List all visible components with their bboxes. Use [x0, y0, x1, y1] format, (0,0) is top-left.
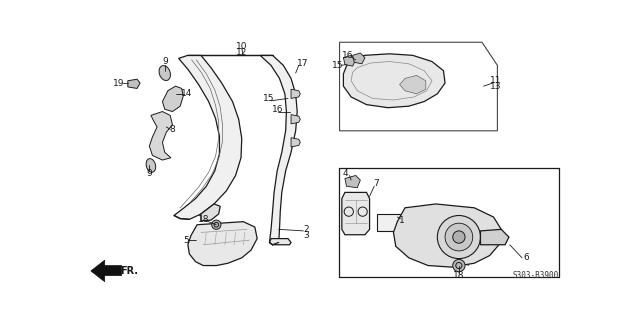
Circle shape [437, 215, 481, 259]
Text: 16: 16 [272, 105, 284, 114]
Text: 1: 1 [399, 216, 404, 225]
Polygon shape [344, 54, 445, 108]
Polygon shape [269, 239, 291, 245]
Text: 10: 10 [236, 42, 248, 51]
Text: 18: 18 [453, 271, 465, 280]
Text: 13: 13 [490, 83, 502, 92]
Text: 15: 15 [332, 61, 343, 70]
Polygon shape [260, 55, 297, 245]
Text: 12: 12 [236, 48, 248, 57]
Polygon shape [91, 260, 122, 282]
Polygon shape [201, 204, 220, 221]
Ellipse shape [159, 66, 170, 81]
Polygon shape [128, 79, 140, 88]
Text: FR.: FR. [120, 266, 138, 276]
Text: -: - [467, 262, 469, 268]
Text: 14: 14 [180, 89, 192, 98]
Text: 16: 16 [342, 51, 353, 60]
Text: 4: 4 [342, 169, 348, 178]
FancyBboxPatch shape [378, 214, 401, 231]
Polygon shape [394, 204, 501, 267]
Circle shape [212, 220, 221, 229]
Polygon shape [345, 175, 360, 188]
Polygon shape [188, 222, 257, 266]
Circle shape [452, 231, 465, 243]
Text: 9: 9 [162, 57, 168, 66]
Text: 19: 19 [113, 78, 124, 88]
Polygon shape [353, 53, 365, 64]
Text: 15: 15 [263, 94, 275, 103]
Text: 2: 2 [303, 225, 309, 234]
Text: 17: 17 [297, 59, 308, 68]
Text: 6: 6 [524, 253, 529, 262]
Polygon shape [399, 75, 426, 94]
Text: 3: 3 [303, 231, 309, 240]
Polygon shape [344, 55, 356, 66]
Ellipse shape [146, 159, 156, 172]
Polygon shape [149, 112, 172, 160]
Circle shape [445, 223, 473, 251]
Text: 11: 11 [490, 76, 502, 85]
Polygon shape [481, 229, 509, 245]
Polygon shape [163, 86, 183, 112]
Text: 8: 8 [170, 125, 175, 134]
Text: S303-B3900: S303-B3900 [513, 271, 559, 280]
Circle shape [452, 260, 465, 272]
Polygon shape [174, 55, 242, 219]
Text: 7: 7 [373, 179, 379, 188]
Text: 9: 9 [147, 169, 152, 178]
Polygon shape [342, 192, 369, 235]
Polygon shape [291, 89, 300, 99]
Polygon shape [291, 138, 300, 147]
Text: 5: 5 [184, 236, 189, 245]
Polygon shape [291, 115, 300, 124]
Text: 18: 18 [198, 215, 209, 224]
